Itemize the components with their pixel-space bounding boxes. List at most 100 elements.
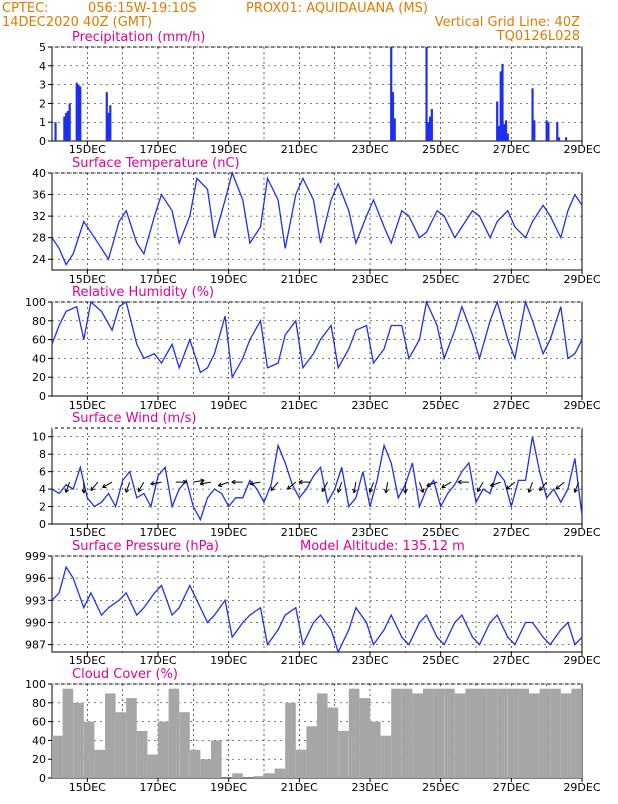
cloud-bar	[306, 726, 317, 778]
pressure-ytick-label: 999	[25, 550, 46, 563]
precip-xtick-label: 23DEC	[351, 143, 388, 156]
rh-ytick-label: 100	[25, 296, 46, 309]
rh-xtick-label: 23DEC	[351, 399, 388, 412]
wind-ytick-label: 8	[39, 448, 46, 461]
rh-xtick-label: 19DEC	[210, 399, 247, 412]
wind-ytick-label: 4	[39, 483, 46, 496]
wind-arrow-head	[151, 484, 155, 485]
cloud-xtick-label: 29DEC	[563, 781, 600, 794]
header-coords: 056:15W-19:10S	[88, 1, 196, 16]
cloud-ytick-label: 0	[39, 772, 46, 785]
precip-xtick-label: 25DEC	[422, 143, 459, 156]
rh-xtick-label: 29DEC	[563, 399, 600, 412]
cloud-bar	[487, 689, 498, 778]
temp-ytick-label: 36	[32, 189, 46, 202]
wind-arrow-head	[353, 489, 354, 493]
pressure-xtick-label: 17DEC	[139, 654, 176, 667]
pressure-xtick-label: 27DEC	[493, 654, 530, 667]
cloud-bar	[423, 689, 434, 778]
cloud-bar	[211, 740, 222, 778]
cloud-bar	[63, 689, 74, 778]
wind-xtick-label: 25DEC	[422, 526, 459, 539]
wind-xtick-label: 19DEC	[210, 526, 247, 539]
cloud-ytick-label: 20	[32, 753, 46, 766]
cloud-xtick-label: 25DEC	[422, 781, 459, 794]
wind-title: Surface Wind (m/s)	[72, 411, 196, 426]
pressure-subtitle: Model Altitude: 135.12 m	[300, 539, 465, 554]
temp-title: Surface Temperature (nC)	[72, 156, 240, 171]
rh-xtick-label: 21DEC	[281, 399, 318, 412]
wind-xtick-label: 15DEC	[69, 526, 106, 539]
wind-xtick-label: 17DEC	[139, 526, 176, 539]
temp-xtick-label: 29DEC	[563, 273, 600, 286]
rh-xtick-label: 25DEC	[422, 399, 459, 412]
cloud-bar	[52, 736, 63, 778]
temp-xtick-label: 19DEC	[210, 273, 247, 286]
rh-title: Relative Humidity (%)	[72, 285, 214, 300]
pressure-xtick-label: 29DEC	[563, 654, 600, 667]
cloud-bar	[116, 712, 127, 778]
wind-series-line	[52, 437, 582, 520]
rh-ytick-label: 20	[32, 371, 46, 384]
cloud-bar	[137, 731, 148, 778]
temp-xtick-label: 23DEC	[351, 273, 388, 286]
precip-xtick-label: 17DEC	[139, 143, 176, 156]
rh-ytick-label: 80	[32, 315, 46, 328]
header-grid-note: Vertical Grid Line: 40Z	[435, 15, 580, 30]
pressure-ytick-label: 993	[25, 594, 46, 607]
wind-arrow-head	[574, 488, 575, 492]
rh-ytick-label: 40	[32, 352, 46, 365]
cloud-xtick-label: 23DEC	[351, 781, 388, 794]
wind-xtick-label: 29DEC	[563, 526, 600, 539]
wind-arrow-head	[218, 486, 222, 487]
precip-ytick-label: 4	[39, 60, 46, 73]
rh-xtick-label: 27DEC	[493, 399, 530, 412]
header-location: PROX01: AQUIDAUANA (MS)	[246, 1, 428, 16]
wind-arrow-head	[384, 489, 385, 493]
cloud-bar	[84, 722, 95, 778]
wind-ytick-label: 6	[39, 466, 46, 479]
cloud-bar	[200, 759, 211, 778]
wind-arrow-head	[369, 488, 370, 492]
precip-bar	[69, 103, 71, 141]
cloud-bar	[381, 736, 392, 778]
cloud-bar	[561, 693, 572, 778]
precip-bar	[558, 137, 560, 141]
cloud-bar	[232, 773, 243, 778]
cloud-bar	[571, 689, 582, 778]
cloud-bar	[540, 689, 551, 778]
cloud-bar	[126, 698, 137, 778]
wind-arrow-head	[125, 488, 126, 492]
wind-xtick-label: 23DEC	[351, 526, 388, 539]
cloud-bar	[253, 776, 264, 778]
cloud-bar	[529, 693, 540, 778]
precip-xtick-label: 15DEC	[69, 143, 106, 156]
cloud-bar	[190, 750, 201, 778]
temp-xtick-label: 21DEC	[281, 273, 318, 286]
temp-xtick-label: 25DEC	[422, 273, 459, 286]
cloud-bar	[147, 755, 158, 779]
rh-ytick-label: 60	[32, 334, 46, 347]
cloud-bar	[179, 712, 190, 778]
temp-ytick-label: 32	[32, 210, 46, 223]
cloud-bar	[391, 689, 402, 778]
cloud-bar	[518, 689, 529, 778]
pressure-title: Surface Pressure (hPa)	[72, 539, 219, 554]
temp-ytick-label: 24	[32, 253, 46, 266]
cloud-bar	[264, 773, 275, 778]
precip-xtick-label: 21DEC	[281, 143, 318, 156]
cloud-bar	[296, 750, 307, 778]
cloud-bar	[275, 769, 286, 778]
pressure-xtick-label: 15DEC	[69, 654, 106, 667]
cloud-xtick-label: 27DEC	[493, 781, 530, 794]
wind-ytick-label: 2	[39, 501, 46, 514]
precip-title: Precipitation (mm/h)	[72, 30, 205, 45]
cloud-xtick-label: 19DEC	[210, 781, 247, 794]
wind-ytick-label: 0	[39, 518, 46, 531]
cloud-bar	[158, 722, 169, 778]
